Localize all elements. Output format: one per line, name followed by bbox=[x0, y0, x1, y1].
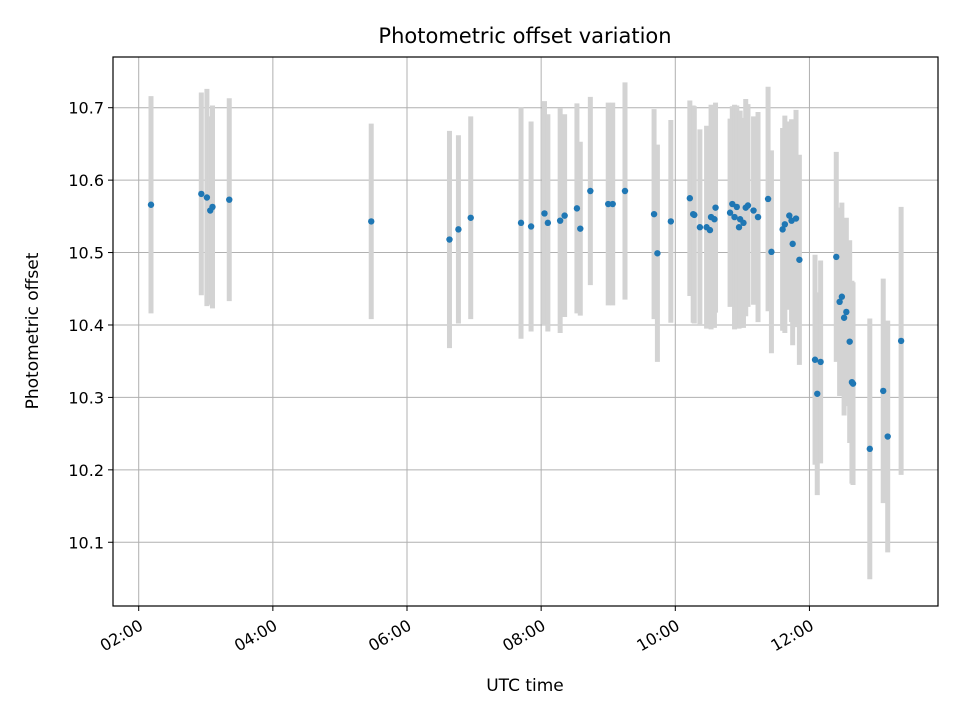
plot-area-frame bbox=[112, 56, 939, 607]
data-point bbox=[744, 202, 752, 209]
data-point bbox=[846, 338, 853, 345]
data-point bbox=[446, 236, 453, 243]
data-point bbox=[731, 213, 738, 221]
data-point bbox=[544, 219, 552, 227]
y-tick-label: 10.5 bbox=[68, 244, 104, 263]
data-point bbox=[836, 298, 843, 306]
data-point bbox=[556, 217, 564, 224]
data-point bbox=[726, 209, 734, 216]
data-point bbox=[796, 256, 803, 263]
data-point bbox=[843, 308, 850, 316]
data-point bbox=[686, 195, 694, 202]
y-axis-title: Photometric offset bbox=[23, 252, 43, 409]
data-point bbox=[203, 194, 211, 201]
data-points bbox=[147, 187, 905, 453]
x-axis-title: UTC time bbox=[486, 676, 564, 696]
data-point bbox=[650, 210, 658, 218]
data-point bbox=[897, 337, 905, 345]
y-tick-label: 10.7 bbox=[68, 99, 104, 118]
data-point bbox=[527, 223, 535, 230]
data-point bbox=[467, 214, 474, 221]
data-point bbox=[838, 293, 846, 300]
data-point bbox=[768, 248, 775, 256]
data-point bbox=[786, 212, 793, 219]
chart-title: Photometric offset variation bbox=[378, 24, 671, 48]
data-point bbox=[577, 225, 584, 232]
data-point bbox=[781, 221, 789, 228]
y-tick-label: 10.2 bbox=[68, 461, 104, 480]
data-point bbox=[750, 207, 757, 214]
data-point bbox=[779, 226, 786, 233]
data-point bbox=[789, 240, 796, 248]
data-point bbox=[541, 210, 548, 217]
data-point bbox=[735, 224, 743, 231]
data-point bbox=[833, 253, 840, 261]
data-point bbox=[792, 215, 800, 222]
data-point bbox=[517, 219, 525, 227]
y-tick-label: 10.1 bbox=[68, 533, 104, 552]
data-point bbox=[368, 218, 375, 225]
data-point bbox=[754, 213, 762, 221]
data-point bbox=[866, 445, 874, 453]
data-point bbox=[764, 195, 772, 203]
data-point bbox=[198, 190, 205, 198]
data-point bbox=[884, 433, 891, 440]
data-point bbox=[814, 390, 821, 397]
data-point bbox=[840, 314, 848, 321]
data-point bbox=[811, 356, 819, 363]
data-point bbox=[817, 358, 824, 366]
data-point bbox=[621, 187, 629, 195]
data-point bbox=[455, 226, 462, 233]
data-point bbox=[573, 205, 581, 212]
data-point bbox=[605, 200, 612, 208]
data-point bbox=[587, 187, 594, 195]
data-point bbox=[147, 201, 155, 208]
data-point bbox=[654, 250, 661, 257]
data-point bbox=[733, 203, 740, 211]
data-point bbox=[691, 211, 698, 219]
data-point bbox=[696, 224, 704, 231]
y-tick-label: 10.6 bbox=[68, 171, 104, 190]
data-point bbox=[667, 218, 675, 225]
data-point bbox=[706, 226, 714, 234]
data-point bbox=[740, 219, 747, 227]
data-point bbox=[209, 203, 216, 211]
data-point bbox=[849, 380, 857, 387]
y-tick-label: 10.4 bbox=[68, 316, 104, 335]
data-point bbox=[609, 200, 616, 208]
data-point bbox=[712, 204, 719, 211]
data-point bbox=[711, 216, 718, 223]
data-point bbox=[880, 387, 887, 395]
data-point bbox=[561, 212, 568, 219]
data-point bbox=[226, 196, 233, 203]
y-tick-label: 10.3 bbox=[68, 388, 104, 407]
